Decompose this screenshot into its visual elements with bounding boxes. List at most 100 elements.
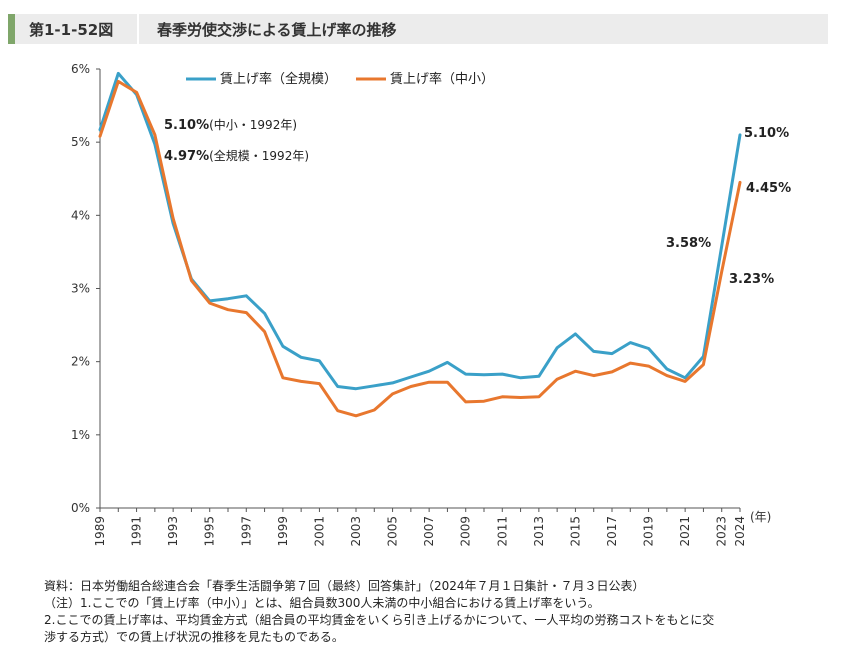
x-tick-label: 2011: [495, 516, 509, 547]
series-1-point: [720, 244, 723, 248]
series-1-point: [117, 72, 120, 75]
series-1-point: [299, 356, 303, 359]
figure-title: 春季労使交渉による賃上げ率の推移: [157, 20, 397, 39]
series-2-point: [629, 361, 632, 365]
series-1-point: [592, 350, 595, 353]
series-2-point: [208, 301, 211, 305]
x-tick-label: 2015: [568, 516, 582, 547]
series-1-point: [446, 361, 449, 364]
y-tick-label: 1%: [71, 428, 90, 442]
series-1-point: [409, 375, 413, 379]
series-2-point: [683, 380, 687, 383]
header-divider: [137, 14, 139, 44]
x-tick-label: 2021: [678, 516, 692, 547]
data-label: 4.97%(全規模・1992年): [164, 148, 309, 164]
series-2-point: [245, 311, 248, 314]
series-1-point: [464, 372, 467, 376]
series-2-point: [318, 382, 321, 385]
x-tick-label: 1993: [166, 516, 180, 547]
series-1-point: [647, 347, 650, 350]
figure-header: 第1-1-52図 春季労使交渉による賃上げ率の推移: [8, 14, 828, 44]
legend-label-1: 賃上げ率（全規模）: [220, 71, 337, 87]
series-2-point: [153, 133, 157, 137]
series-2-point: [171, 217, 175, 220]
series-1-point: [427, 369, 431, 373]
x-axis-unit-label: (年): [750, 510, 771, 524]
series-1-point: [354, 387, 358, 390]
x-tick-label: 1997: [239, 516, 253, 547]
series-2-point: [336, 409, 339, 412]
data-label: 4.45%: [746, 181, 791, 196]
series-line-2: [98, 79, 742, 418]
series-2-point: [409, 385, 413, 388]
series-1-point: [245, 294, 248, 298]
series-2-point: [263, 330, 266, 333]
series-1-point: [281, 345, 285, 348]
series-2-point: [519, 396, 522, 399]
series-2-point: [354, 414, 358, 418]
note-2: 2.ここでの賃上げ率は、平均賃金方式（組合員の平均賃金をいくら引き上げるかについ…: [44, 613, 715, 627]
x-tick-label: 2013: [532, 516, 546, 547]
series-2-point: [135, 91, 138, 94]
series-2-point: [391, 392, 394, 396]
x-tick-label: 2007: [422, 516, 436, 547]
series-1-point: [610, 352, 614, 355]
x-tick-label: 2024: [733, 516, 747, 547]
series-1-point: [555, 346, 559, 349]
x-tick-label: 2009: [459, 516, 473, 547]
data-label: 5.10%: [744, 126, 789, 141]
series-2-point: [190, 279, 193, 282]
data-label: 3.58%: [666, 236, 711, 251]
series-2-point: [482, 399, 486, 403]
series-2-point: [537, 395, 541, 398]
series-2-point: [665, 374, 669, 377]
x-tick-label: 1999: [276, 516, 290, 547]
x-tick-label: 1995: [203, 516, 217, 547]
header-accent-bar: [8, 14, 15, 44]
x-tick-label: 1989: [93, 516, 107, 547]
series-2-point: [702, 363, 705, 366]
x-tick-label: 2019: [642, 516, 656, 547]
series-2-point: [720, 270, 723, 273]
series-1-point: [501, 372, 504, 376]
series-2-point: [117, 80, 120, 83]
x-tick-label: 2017: [605, 516, 619, 547]
y-tick-label: 4%: [71, 208, 90, 222]
series-1-point: [482, 373, 486, 377]
note-1: （注）1.ここでの「賃上げ率（中小）」とは、組合員数300人未満の中小組合におけ…: [44, 596, 600, 610]
y-tick-label: 2%: [71, 355, 90, 369]
series-2-point: [574, 369, 577, 373]
x-tick-label: 2003: [349, 516, 363, 547]
x-tick-label: 2001: [312, 516, 326, 547]
series-1-point: [519, 376, 522, 379]
series-1-point: [263, 312, 266, 315]
y-tick-label: 6%: [71, 62, 90, 76]
series-2-point: [555, 378, 559, 381]
data-label: 5.10%(中小・1992年): [164, 117, 297, 133]
series-2-point: [98, 135, 102, 138]
x-tick-label: 2023: [715, 516, 729, 547]
note-source: 資料：日本労働組合総連合会「春季生活闘争第７回（最終）回答集計」（2024年７月…: [44, 579, 645, 593]
series-1-point: [665, 367, 669, 371]
series-1-point: [318, 359, 321, 363]
series-2-point: [501, 395, 504, 398]
y-tick-label: 3%: [71, 282, 90, 296]
x-tick-label: 2005: [386, 516, 400, 547]
series-1-point: [226, 297, 230, 300]
series-2-point: [281, 376, 285, 379]
series-2-point: [446, 380, 449, 384]
series-1-point: [373, 384, 376, 388]
series-1-point: [574, 332, 577, 336]
series-1-point: [738, 133, 742, 137]
series-2-point: [592, 374, 595, 377]
series-2-point: [464, 400, 467, 404]
series-1-point: [537, 375, 541, 378]
series-2-point: [738, 181, 742, 184]
series-2-point: [373, 408, 376, 412]
y-tick-label: 0%: [71, 501, 90, 515]
series-2-point: [299, 380, 303, 383]
legend-label-2: 賃上げ率（中小）: [390, 71, 494, 87]
note-2-continued: 渉する方式）での賃上げ状況の推移を見たものである。: [44, 630, 344, 644]
wage-increase-line-chart: 0% 1% 2% 3% 4% 5% 6% 1989 1991 1993 1995 1997 1999 20…: [71, 62, 791, 547]
series-2-point: [427, 380, 431, 384]
